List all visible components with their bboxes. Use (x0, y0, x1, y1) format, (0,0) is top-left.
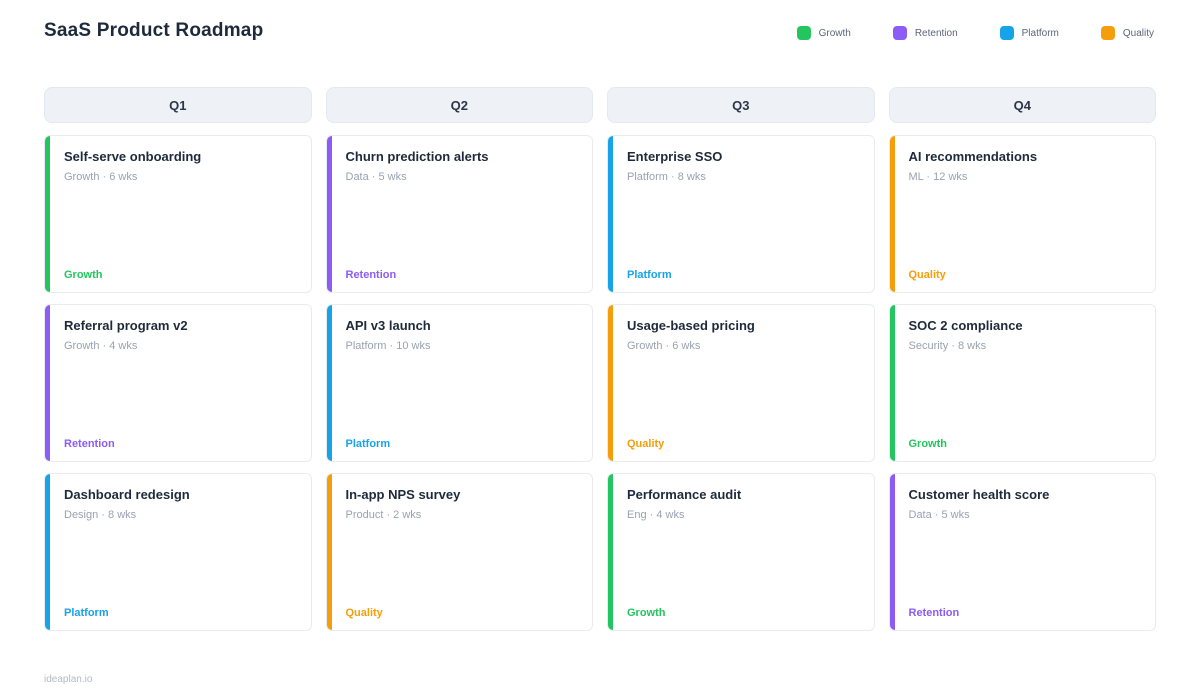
legend-item-platform: Platform (999, 26, 1059, 40)
card-accent-bar (889, 305, 895, 461)
card-title: Churn prediction alerts (345, 149, 489, 164)
card-tag: Quality (627, 438, 665, 450)
card-meta: Security · 8 wks (908, 340, 987, 352)
quarter-column-q4: Q4 AI recommendations ML · 12 wks Qualit… (888, 87, 1156, 642)
card-accent-bar (326, 305, 332, 461)
quarter-card-list: Churn prediction alerts Data · 5 wks Ret… (325, 135, 593, 631)
card-accent-bar (45, 305, 50, 461)
card-meta: Growth · 4 wks (64, 340, 138, 352)
legend-label: Growth (818, 27, 851, 39)
roadmap-card[interactable]: Referral program v2 Growth · 4 wks Reten… (44, 304, 312, 462)
card-accent-bar (45, 474, 50, 630)
page-title: SaaS Product Roadmap (44, 20, 264, 41)
card-accent-bar (326, 136, 332, 292)
legend-item-quality: Quality (1100, 26, 1154, 40)
roadmap-card[interactable]: Customer health score Data · 5 wks Reten… (888, 473, 1156, 631)
card-meta: Data · 5 wks (345, 171, 407, 183)
roadmap-card[interactable]: Churn prediction alerts Data · 5 wks Ret… (325, 135, 593, 293)
quarter-column-q3: Q3 Enterprise SSO Platform · 8 wks Platf… (607, 87, 875, 642)
card-meta: Platform · 8 wks (627, 171, 706, 183)
roadmap-board: Q1 Self-serve onboarding Growth · 6 wks … (44, 87, 1156, 642)
card-title: Performance audit (627, 487, 742, 502)
quarter-header-q1: Q1 (44, 87, 312, 123)
card-title: Dashboard redesign (64, 487, 190, 502)
quarter-header-q3: Q3 (607, 87, 875, 123)
quarter-card-list: AI recommendations ML · 12 wks Quality S… (888, 135, 1156, 631)
roadmap-card[interactable]: SOC 2 compliance Security · 8 wks Growth (888, 304, 1156, 462)
roadmap-card[interactable]: In-app NPS survey Product · 2 wks Qualit… (325, 473, 593, 631)
card-tag: Retention (345, 269, 397, 281)
card-meta: Design · 8 wks (64, 509, 137, 521)
card-accent-bar (608, 474, 613, 630)
legend-swatch-icon (892, 26, 907, 40)
card-title: Enterprise SSO (627, 149, 723, 164)
card-tag: Retention (64, 438, 115, 450)
card-accent-bar (889, 136, 895, 292)
legend: Growth Retention Platform Quality (796, 18, 1156, 40)
card-tag: Growth (908, 438, 948, 450)
roadmap-card[interactable]: AI recommendations ML · 12 wks Quality (888, 135, 1156, 293)
card-title: AI recommendations (908, 149, 1038, 164)
legend-label: Quality (1122, 27, 1154, 39)
card-tag: Growth (64, 269, 103, 281)
card-tag: Retention (908, 607, 960, 619)
roadmap-card[interactable]: Usage-based pricing Growth · 6 wks Quali… (607, 304, 875, 462)
legend-item-retention: Retention (892, 26, 958, 40)
quarter-column-q2: Q2 Churn prediction alerts Data · 5 wks … (325, 87, 593, 642)
card-meta: ML · 12 wks (908, 171, 968, 183)
card-accent-bar (608, 305, 613, 461)
quarter-column-q1: Q1 Self-serve onboarding Growth · 6 wks … (44, 87, 312, 642)
roadmap-card[interactable]: Enterprise SSO Platform · 8 wks Platform (607, 135, 875, 293)
card-accent-bar (326, 474, 332, 630)
card-meta: Growth · 6 wks (627, 340, 701, 352)
legend-swatch-icon (999, 26, 1014, 40)
card-tag: Quality (908, 269, 946, 281)
card-tag: Platform (627, 269, 672, 281)
roadmap-card[interactable]: API v3 launch Platform · 10 wks Platform (325, 304, 593, 462)
quarter-card-list: Enterprise SSO Platform · 8 wks Platform… (607, 135, 875, 631)
card-title: Usage-based pricing (627, 318, 755, 333)
legend-swatch-icon (796, 26, 811, 40)
quarter-header-q4: Q4 (888, 87, 1156, 123)
card-title: Self-serve onboarding (64, 149, 202, 164)
legend-label: Platform (1021, 27, 1059, 39)
card-meta: Product · 2 wks (345, 509, 422, 521)
card-tag: Quality (345, 607, 383, 619)
quarter-header-q2: Q2 (325, 87, 593, 123)
brand-watermark: ideaplan.io (44, 674, 93, 685)
page-footer: ideaplan.io (44, 669, 1156, 687)
roadmap-card[interactable]: Self-serve onboarding Growth · 6 wks Gro… (44, 135, 312, 293)
roadmap-card[interactable]: Dashboard redesign Design · 8 wks Platfo… (44, 473, 312, 631)
card-accent-bar (889, 474, 895, 630)
legend-item-growth: Growth (796, 26, 851, 40)
legend-label: Retention (914, 27, 958, 39)
card-tag: Growth (627, 607, 666, 619)
card-accent-bar (608, 136, 613, 292)
card-title: Referral program v2 (64, 318, 188, 333)
card-meta: Eng · 4 wks (627, 509, 685, 521)
card-title: Customer health score (908, 487, 1050, 502)
card-title: SOC 2 compliance (908, 318, 1023, 333)
card-title: In-app NPS survey (345, 487, 461, 502)
card-tag: Platform (64, 607, 109, 619)
roadmap-card[interactable]: Performance audit Eng · 4 wks Growth (607, 473, 875, 631)
card-meta: Growth · 6 wks (64, 171, 138, 183)
card-tag: Platform (345, 438, 391, 450)
quarter-card-list: Self-serve onboarding Growth · 6 wks Gro… (44, 135, 312, 631)
card-title: API v3 launch (345, 318, 431, 333)
page-header: SaaS Product Roadmap Growth Retention Pl… (44, 18, 1156, 56)
card-meta: Data · 5 wks (908, 509, 970, 521)
card-accent-bar (45, 136, 50, 292)
legend-swatch-icon (1100, 26, 1115, 40)
card-meta: Platform · 10 wks (345, 340, 431, 352)
